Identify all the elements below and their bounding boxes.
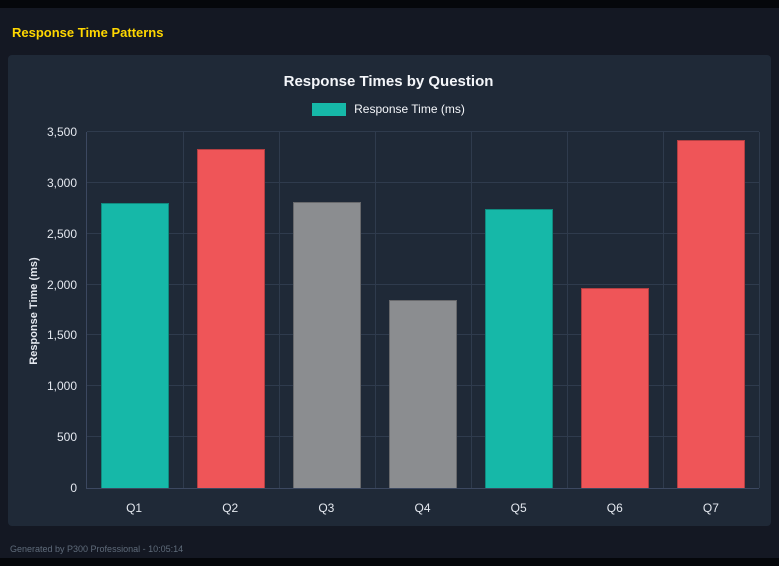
footer-text: Generated by P300 Professional - 10:05:1… xyxy=(10,544,184,554)
bar-cell xyxy=(375,132,471,488)
chart-body: Response Time (ms) 0 500 1,000 1,500 2,000 2,… xyxy=(18,125,760,495)
gridline-horizontal xyxy=(87,232,759,234)
y-axis-tick-label: 2,000 xyxy=(46,277,77,292)
gridline-vertical xyxy=(567,132,568,488)
x-axis-tick-label: Q4 xyxy=(414,501,431,515)
y-axis-tick-label: 500 xyxy=(56,430,77,445)
y-axis-tick-label: 3,000 xyxy=(46,175,77,190)
gridline-vertical xyxy=(663,132,664,488)
gridline-horizontal xyxy=(87,131,759,132)
bar-q3[interactable] xyxy=(293,202,361,488)
bar-q1[interactable] xyxy=(101,203,169,488)
y-axis-tick-label: 0 xyxy=(70,481,77,495)
legend-swatch xyxy=(312,102,347,116)
y-axis-tick-label: 3,500 xyxy=(46,125,77,139)
x-axis-labels: Q1 Q2 Q3 Q4 Q5 Q6 Q7 xyxy=(86,489,759,515)
gridline-vertical xyxy=(375,132,376,488)
chart-panel: Response Times by Question Response Time… xyxy=(8,55,771,526)
plot-area: 0 500 1,000 1,500 2,000 2,500 3,000 3,500 xyxy=(47,125,760,495)
x-axis-tick-label: Q5 xyxy=(510,501,527,515)
x-axis-tick-label: Q3 xyxy=(318,501,335,515)
x-axis-tick-label: Q1 xyxy=(126,501,143,515)
gridline-vertical xyxy=(759,132,760,488)
bar-q6[interactable] xyxy=(581,287,649,488)
chart-legend[interactable]: Response Time (ms) xyxy=(18,102,759,116)
y-axis-tick-label: 1,000 xyxy=(46,379,77,394)
gridline-vertical xyxy=(279,132,280,488)
bar-cell xyxy=(567,132,663,488)
y-axis-tick-label: 1,500 xyxy=(46,328,77,343)
y-axis-tick-label: 2,500 xyxy=(46,226,77,241)
bar-cell xyxy=(663,132,759,488)
gridline-horizontal xyxy=(87,283,759,285)
bar-cell xyxy=(471,132,567,488)
legend-label: Response Time (ms) xyxy=(354,102,465,116)
x-axis-tick-label: Q7 xyxy=(702,501,719,515)
bar-q5[interactable] xyxy=(485,209,553,488)
bar-cell xyxy=(87,132,183,488)
bar-cell xyxy=(183,132,279,488)
bar-q4[interactable] xyxy=(389,299,457,488)
x-axis-tick-label: Q2 xyxy=(222,501,239,515)
page-header: Response Time Patterns xyxy=(0,8,779,55)
gridline-horizontal xyxy=(87,181,759,183)
y-axis-title: Response Time (ms) xyxy=(28,256,40,365)
gridline-vertical xyxy=(471,132,472,488)
chart-title: Response Times by Question xyxy=(283,73,494,90)
gridline-vertical xyxy=(183,132,184,488)
x-axis-tick-label: Q6 xyxy=(606,501,623,515)
bar-q2[interactable] xyxy=(197,149,265,488)
page-title: Response Time Patterns xyxy=(12,25,164,40)
bar-q7[interactable] xyxy=(677,140,745,488)
bars xyxy=(87,132,759,488)
bar-cell xyxy=(279,132,375,488)
page: Response Time Patterns Response Times by… xyxy=(0,8,779,558)
